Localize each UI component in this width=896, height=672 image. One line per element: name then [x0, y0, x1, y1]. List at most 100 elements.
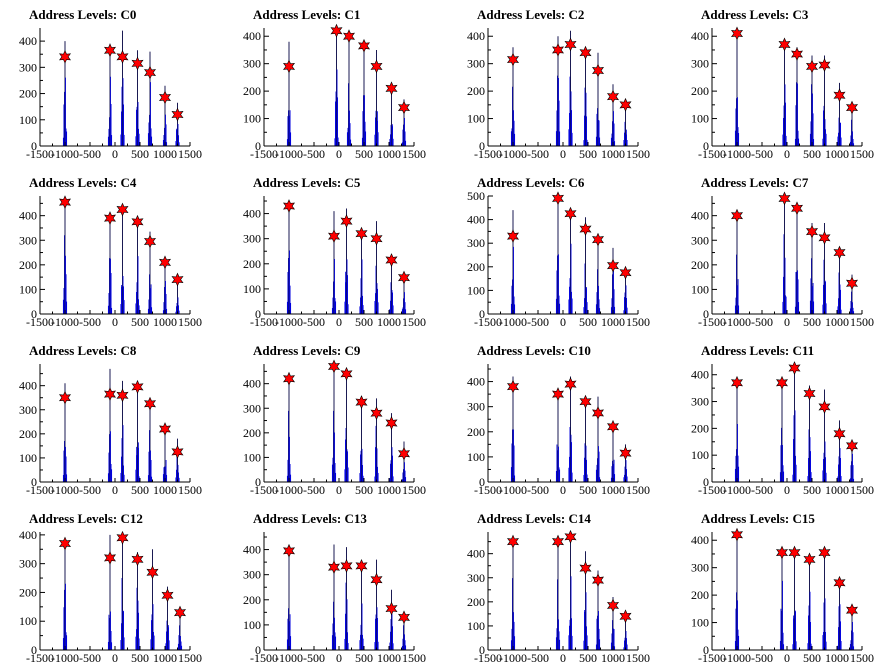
x-tick-label: 1000 [377, 315, 401, 329]
x-tick-label: 1500 [402, 315, 426, 329]
level-marker [591, 232, 605, 247]
x-tick-label: -1500 [250, 147, 278, 161]
x-tick-label: -500 [751, 483, 773, 497]
level-marker [591, 573, 605, 588]
level-marker [282, 59, 296, 74]
y-tick-label: 300 [243, 568, 261, 582]
chart-title: Address Levels: C0 [29, 7, 136, 22]
chart-title: Address Levels: C9 [253, 343, 361, 358]
chart-title: Address Levels: C7 [701, 175, 809, 190]
x-tick-label: 500 [803, 651, 821, 665]
x-tick-label: -1000 [499, 147, 527, 161]
x-tick-label: 1500 [178, 483, 202, 497]
chart-title: Address Levels: C13 [253, 511, 367, 526]
level-marker [551, 191, 565, 206]
level-marker [340, 214, 353, 229]
x-tick-label: -1000 [723, 147, 751, 161]
x-tick-label: 1000 [153, 315, 177, 329]
level-marker [282, 199, 296, 213]
level-marker [579, 45, 592, 60]
level-marker [131, 379, 144, 394]
y-tick-label: 0 [703, 643, 709, 657]
x-tick-label: -500 [527, 483, 549, 497]
level-marker [506, 229, 520, 244]
y-tick-label: 200 [243, 257, 261, 271]
chart-panel-6: Address Levels: C60100200300400500-1500-… [467, 175, 650, 329]
y-tick-label: 200 [467, 425, 485, 439]
level-marker [143, 65, 157, 80]
y-tick-label: 300 [243, 232, 261, 246]
y-tick-label: 200 [19, 258, 37, 272]
x-tick-label: 1500 [402, 147, 426, 161]
level-marker [327, 229, 341, 244]
x-tick-label: -1500 [26, 483, 54, 497]
level-marker [116, 202, 129, 217]
level-marker [103, 43, 117, 58]
level-marker [845, 603, 859, 618]
x-tick-label: -1500 [250, 315, 278, 329]
y-tick-label: 100 [19, 282, 37, 296]
level-marker [385, 253, 398, 267]
level-marker [845, 276, 859, 291]
level-marker [161, 588, 174, 603]
chart-panel-12: Address Levels: C12 0 100 200 300 400 -1500-10… [19, 511, 202, 665]
x-tick-label: 1500 [178, 147, 202, 161]
y-tick-label: 400 [19, 209, 37, 223]
y-tick-label: 200 [691, 421, 709, 435]
x-tick-label: -1500 [698, 651, 726, 665]
chart-title: Address Levels: C4 [29, 175, 137, 190]
x-tick-label: 500 [579, 315, 597, 329]
y-tick-label: 200 [19, 87, 37, 101]
x-tick-label: 1000 [377, 483, 401, 497]
level-marker [778, 37, 791, 52]
level-marker [385, 416, 398, 430]
x-tick-label: 500 [579, 651, 597, 665]
chart-panel-0: Address Levels: C0 0 100 200 300 400 -1500-100… [19, 7, 202, 161]
y-tick-label: 200 [691, 84, 709, 98]
y-tick-label: 0 [255, 307, 261, 321]
level-marker [730, 208, 744, 223]
x-tick-label: -1000 [275, 147, 303, 161]
x-tick-label: 1000 [825, 147, 849, 161]
level-marker [775, 375, 789, 390]
x-tick-label: 0 [784, 483, 790, 497]
level-marker [606, 89, 620, 104]
x-tick-label: 1500 [626, 147, 650, 161]
x-tick-label: 1500 [626, 651, 650, 665]
y-tick-label: 100 [243, 618, 261, 632]
level-marker [282, 371, 296, 386]
x-tick-label: 1500 [178, 651, 202, 665]
x-tick-label: -500 [303, 147, 325, 161]
level-marker [171, 107, 184, 122]
level-marker [551, 534, 565, 549]
x-tick-label: 1000 [601, 315, 625, 329]
level-marker [58, 49, 72, 64]
x-tick-label: -1500 [26, 315, 54, 329]
level-marker [619, 97, 632, 112]
chart-title: Address Levels: C10 [477, 343, 591, 358]
level-marker [564, 37, 577, 52]
x-tick-label: 1500 [626, 483, 650, 497]
level-marker [564, 529, 577, 544]
x-tick-label: 0 [336, 147, 342, 161]
level-marker [355, 226, 368, 241]
level-marker [564, 206, 577, 221]
level-marker [355, 558, 368, 573]
x-tick-label: -500 [79, 315, 101, 329]
x-tick-label: 500 [355, 651, 373, 665]
x-tick-label: 0 [784, 315, 790, 329]
y-tick-label: 400 [243, 207, 261, 221]
x-tick-label: -500 [751, 315, 773, 329]
level-marker [790, 201, 804, 216]
x-tick-label: 0 [560, 315, 566, 329]
x-tick-label: -500 [527, 315, 549, 329]
level-marker [506, 534, 520, 549]
level-marker [551, 43, 565, 57]
y-tick-label: 100 [691, 282, 709, 296]
y-tick-label: 0 [479, 307, 485, 321]
y-tick-label: 200 [243, 426, 261, 440]
y-tick-label: 300 [467, 400, 485, 414]
level-marker [579, 222, 592, 236]
level-marker [340, 558, 353, 573]
x-tick-label: 0 [336, 483, 342, 497]
